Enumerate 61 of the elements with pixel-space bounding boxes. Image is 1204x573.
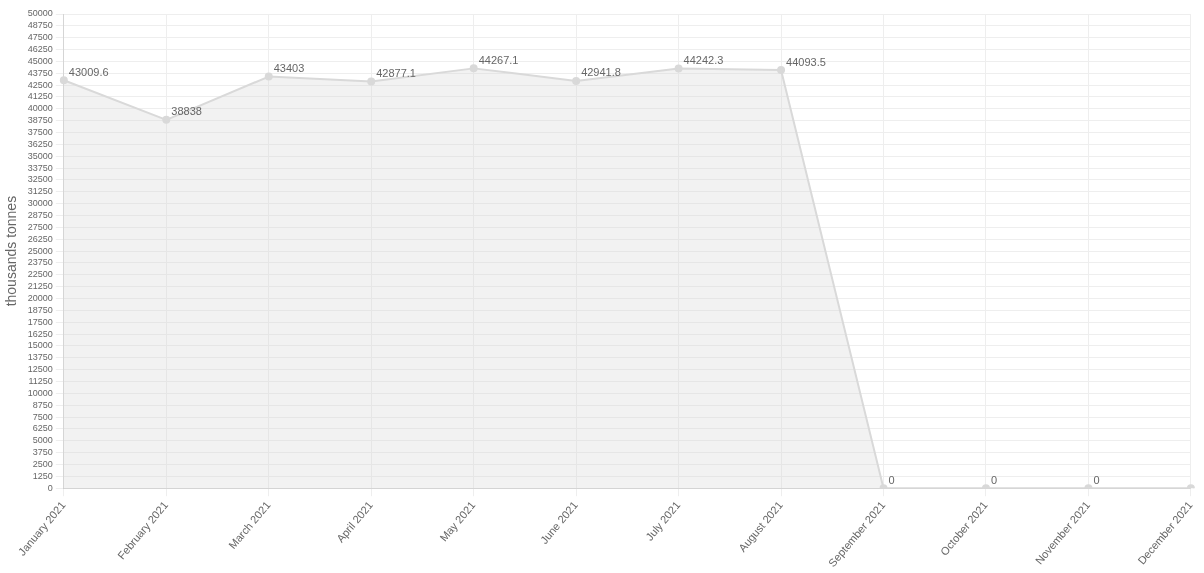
y-tick-label: 15000 bbox=[27, 340, 53, 351]
y-tick-label: 41250 bbox=[27, 91, 53, 102]
y-tick-label: 18750 bbox=[27, 304, 53, 315]
y-tick-label: 45000 bbox=[27, 55, 53, 66]
data-label: 0 bbox=[990, 473, 998, 486]
y-tick-label: 38750 bbox=[27, 115, 53, 126]
y-tick-label: 35000 bbox=[27, 150, 53, 161]
y-tick-label: 21250 bbox=[27, 281, 53, 292]
y-tick-label: 28750 bbox=[27, 210, 53, 221]
y-tick-label: 5000 bbox=[32, 435, 53, 446]
y-tick-label: 23750 bbox=[27, 257, 53, 268]
point bbox=[59, 76, 68, 85]
y-axis-title: thousands tonnes bbox=[3, 195, 20, 307]
y-tick-label: 10000 bbox=[27, 387, 53, 398]
data-label: 43009.6 bbox=[68, 65, 109, 78]
point bbox=[264, 72, 273, 81]
y-tick-label: 2500 bbox=[32, 458, 53, 469]
data-label: 0 bbox=[888, 473, 895, 486]
y-tick-label: 8750 bbox=[32, 399, 53, 410]
y-tick-label: 6250 bbox=[32, 423, 53, 434]
point bbox=[777, 66, 786, 75]
y-tick-label: 12500 bbox=[27, 364, 53, 375]
y-tick-label: 7500 bbox=[32, 411, 53, 422]
y-tick-label: 42500 bbox=[27, 79, 53, 90]
y-tick-label: 22500 bbox=[27, 269, 53, 280]
y-tick-label: 11250 bbox=[28, 376, 53, 386]
y-tick-label: 26250 bbox=[27, 233, 53, 244]
y-tick-label: 13750 bbox=[27, 352, 53, 363]
y-tick-label: 16250 bbox=[27, 328, 53, 339]
y-tick-label: 46250 bbox=[27, 44, 53, 55]
y-tick-label: 25000 bbox=[27, 245, 53, 256]
data-label: 38838 bbox=[171, 105, 202, 118]
point bbox=[469, 64, 478, 73]
y-tick-label: 47500 bbox=[27, 32, 53, 43]
y-tick-label: 33750 bbox=[27, 162, 53, 173]
y-tick-label: 40000 bbox=[27, 103, 53, 114]
point bbox=[674, 64, 683, 73]
y-tick-label: 0 bbox=[47, 482, 53, 493]
y-tick-label: 17500 bbox=[27, 316, 53, 327]
y-tick-label: 3750 bbox=[32, 447, 53, 458]
data-label: 43403 bbox=[273, 62, 305, 75]
y-tick-label: 37500 bbox=[27, 127, 53, 138]
point bbox=[162, 115, 171, 124]
data-label: 42941.8 bbox=[581, 66, 621, 79]
data-label: 0 bbox=[1093, 473, 1100, 486]
y-tick-label: 48750 bbox=[27, 20, 53, 31]
data-label: 44242.3 bbox=[683, 54, 724, 67]
y-tick-label: 32500 bbox=[27, 174, 53, 185]
y-tick-label: 1250 bbox=[32, 470, 53, 481]
data-label: 44267.1 bbox=[478, 53, 519, 66]
point bbox=[572, 76, 581, 85]
y-tick-label: 36250 bbox=[27, 138, 53, 149]
y-tick-label: 50000 bbox=[27, 8, 53, 19]
data-label: 44093.5 bbox=[786, 55, 826, 68]
point bbox=[367, 77, 376, 86]
data-label: 42877.1 bbox=[376, 67, 416, 80]
y-tick-label: 31250 bbox=[27, 186, 53, 197]
y-tick-label: 20000 bbox=[27, 293, 53, 304]
y-tick-label: 30000 bbox=[27, 198, 53, 209]
y-tick-label: 43750 bbox=[27, 67, 53, 78]
y-tick-label: 27500 bbox=[27, 221, 53, 232]
